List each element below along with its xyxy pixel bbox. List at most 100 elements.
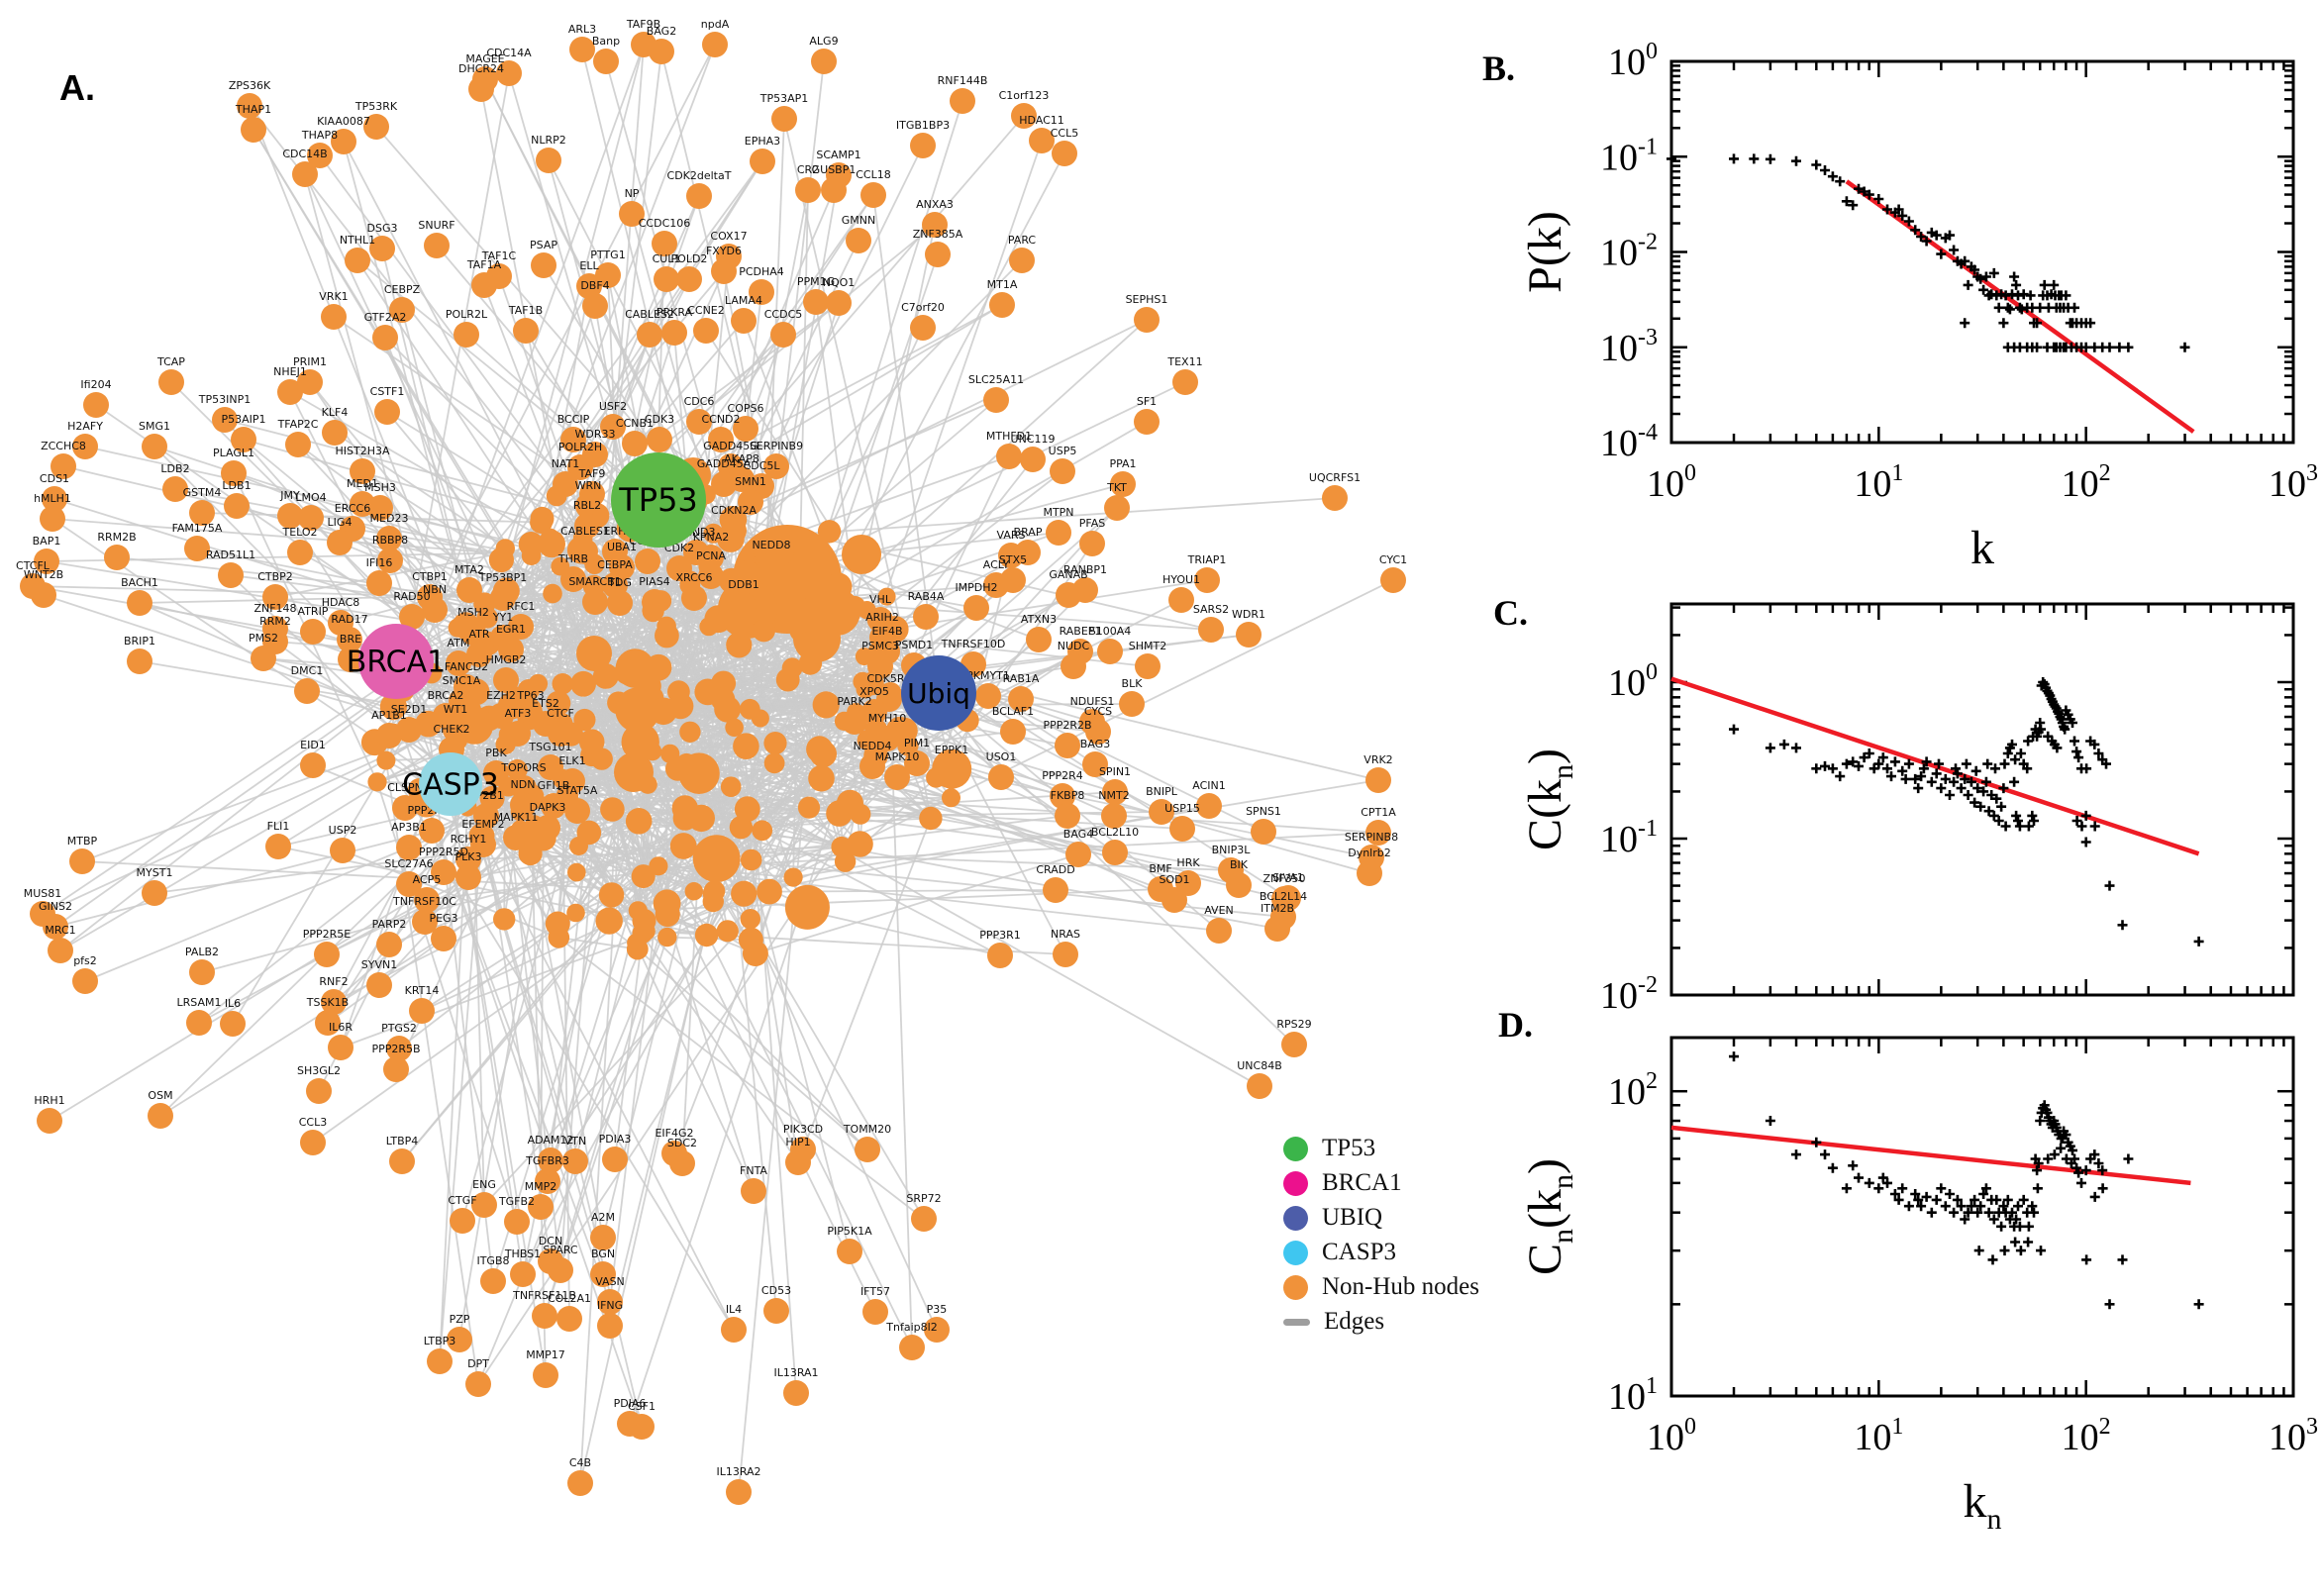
network-node: [50, 453, 76, 479]
network-node: [1082, 751, 1108, 777]
network-node-label: CTGF: [448, 1194, 476, 1207]
network-node: [862, 1299, 888, 1325]
network-node-label: PIM1: [904, 737, 930, 749]
network-node-label: C1orf123: [999, 89, 1050, 102]
network-node: [582, 589, 608, 615]
network-node-label: ZNF350: [1262, 872, 1305, 885]
network-node: [504, 1209, 530, 1235]
network-node-label: PCNA: [696, 549, 727, 562]
legend-label-brca1: BRCA1: [1322, 1169, 1402, 1196]
network-node-label: ZPS36K: [229, 79, 271, 92]
network-node-label: IL4: [726, 1303, 742, 1316]
network-node: [826, 800, 853, 827]
network-node: [37, 1108, 62, 1134]
network-node-label: CTBP1: [412, 570, 448, 583]
network-node: [1079, 531, 1105, 556]
network-node-label: IFT57: [860, 1285, 890, 1298]
network-node-label: P35: [927, 1303, 948, 1316]
network-node: [638, 774, 657, 794]
network-node: [593, 49, 619, 74]
network-node-label: NAT1: [552, 457, 580, 470]
plot-panel-B: 100 101 102 103 100 10-1 10-2 10-3 10-4 k P(k): [1519, 39, 2318, 574]
network-node-label: GFI1B: [538, 779, 570, 792]
network-node-label: CLSPN: [387, 781, 423, 794]
network-node: [34, 549, 59, 574]
network-node-label: PTTG1: [590, 249, 625, 261]
network-node-label: GINS2: [39, 900, 72, 913]
network-node: [899, 1335, 925, 1360]
network-node-label: CTCF: [547, 707, 574, 720]
network-node: [950, 88, 975, 114]
network-node: [377, 548, 403, 573]
network-node-label: TDG: [607, 576, 632, 589]
network-node-label: CPT1A: [1361, 806, 1396, 819]
network-node: [392, 795, 418, 821]
network-node: [752, 820, 773, 842]
network-node: [790, 1137, 816, 1162]
network-node: [300, 752, 326, 778]
network-node: [567, 1470, 593, 1496]
network-node: [1169, 816, 1195, 842]
network-node: [419, 818, 445, 844]
network-node: [277, 503, 303, 529]
network-node-label: BAG3: [1080, 738, 1110, 750]
plot-panel-C: 100 10-1 10-2 C(kn): [1519, 602, 2295, 1017]
network-node-label: SERPINB9: [750, 440, 803, 452]
network-node: [1050, 783, 1075, 809]
network-node: [72, 968, 98, 994]
network-node-label: STX5: [999, 553, 1027, 566]
network-node-label: BAG2: [647, 25, 676, 38]
hub-node-brca1: [358, 624, 434, 699]
network-node-label: BCL2L10: [1091, 826, 1139, 839]
network-node-label: PPA1: [1109, 457, 1136, 470]
network-node: [590, 1225, 616, 1250]
network-node-label: VHL: [869, 593, 892, 606]
y-axis-label: P(k): [1519, 211, 1571, 293]
network-node-label: LTBP3: [424, 1335, 456, 1347]
network-node: [1247, 1073, 1272, 1099]
network-node-label: GADD45G: [703, 440, 758, 452]
network-node-label: MED1: [347, 477, 378, 490]
network-node-label: ZNF385A: [913, 228, 963, 241]
network-node: [758, 552, 784, 578]
network-node: [531, 252, 556, 278]
network-node: [595, 262, 621, 288]
network-node: [877, 587, 896, 606]
network-node-label: CCNB1: [616, 417, 654, 430]
network-node: [607, 590, 633, 616]
network-node: [738, 927, 763, 952]
network-node: [731, 880, 758, 907]
network-node-label: Ifi204: [80, 378, 111, 391]
network-node: [528, 1194, 554, 1220]
network-node: [702, 32, 728, 57]
network-node-label: VASN: [595, 1275, 625, 1288]
casp3-swatch-icon: [1283, 1240, 1308, 1265]
network-node: [600, 797, 625, 822]
hub-node-label-ubiq: Ubiq: [907, 677, 970, 710]
network-node-label: MMP2: [525, 1180, 557, 1193]
network-node: [383, 1056, 409, 1082]
network-node: [860, 182, 886, 208]
network-node: [369, 236, 395, 261]
network-node-label: RBBP8: [372, 534, 408, 547]
network-node: [1097, 639, 1123, 664]
network-node-label: VARS: [997, 529, 1026, 542]
network-node-label: IMPDH2: [955, 581, 997, 594]
network-node: [556, 1306, 582, 1332]
network-node: [455, 864, 481, 890]
network-node-label: KPNA2: [693, 531, 730, 544]
network-node: [855, 1137, 880, 1162]
network-node-label: TAF1A: [466, 258, 502, 271]
network-node-label: BCL2L14: [1260, 890, 1307, 903]
network-node: [821, 177, 847, 203]
network-node: [142, 880, 167, 906]
network-node-label: GADD45A: [697, 457, 752, 470]
network-node: [1046, 520, 1071, 546]
panel-label-c: C.: [1493, 593, 1528, 633]
network-node-label: HDAC11: [1019, 114, 1064, 127]
network-node-label: MAPK11: [494, 811, 539, 824]
network-node-label: WRN: [575, 479, 602, 492]
network-node-label: CCDC106: [639, 217, 691, 230]
network-node: [374, 399, 400, 425]
network-node: [1134, 409, 1160, 435]
